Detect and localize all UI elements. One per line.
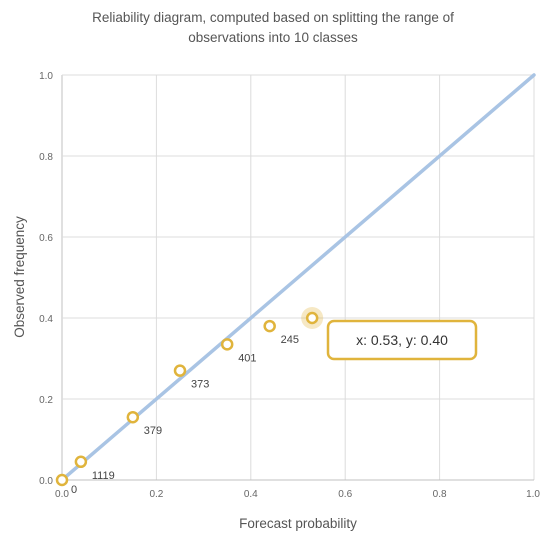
x-tick-label: 0.0 [55,489,69,500]
point-label: 379 [144,425,162,437]
point-labels: 0 1119 379 373 401 245 [71,334,299,496]
y-tick-label: 0.8 [39,152,53,163]
data-point[interactable] [74,455,88,469]
point-tooltip: x: 0.53, y: 0.40 [326,319,478,361]
chart-title-line-2: observations into 10 classes [188,30,358,45]
x-tick-label: 1.0 [526,489,540,500]
data-point[interactable] [126,410,140,424]
chart-title-line-1: Reliability diagram, computed based on s… [92,10,454,25]
tooltip-text: x: 0.53, y: 0.40 [356,332,448,348]
x-tick-label: 0.2 [149,489,163,500]
data-point[interactable] [173,364,187,377]
x-tick-label: 0.4 [244,489,258,500]
x-axis-label: Forecast probability [239,516,357,531]
data-points [55,307,324,487]
y-tick-label: 0.4 [39,314,53,325]
x-tick-labels: 0.0 0.2 0.4 0.6 0.8 1.0 [55,489,540,500]
point-label: 1119 [92,470,115,482]
point-label: 245 [281,334,299,346]
y-tick-label: 0.2 [39,395,53,406]
y-tick-label: 0.6 [39,233,53,244]
point-label: 0 [71,484,77,496]
x-tick-label: 0.6 [338,489,352,500]
data-point[interactable] [305,311,319,325]
y-tick-label: 1.0 [39,71,53,82]
grid [61,74,535,481]
data-point[interactable] [263,319,276,333]
y-tick-label: 0.0 [39,476,53,487]
y-tick-labels: 0.0 0.2 0.4 0.6 0.8 1.0 [39,71,53,487]
data-point[interactable] [55,473,69,487]
y-axis-label: Observed frequency [12,216,27,338]
point-label: 401 [238,352,256,364]
perfect-reliability-line [60,73,536,482]
data-point[interactable] [220,338,234,351]
tooltip-box [326,319,478,361]
x-tick-label: 0.8 [433,489,447,500]
point-label: 373 [191,379,209,391]
